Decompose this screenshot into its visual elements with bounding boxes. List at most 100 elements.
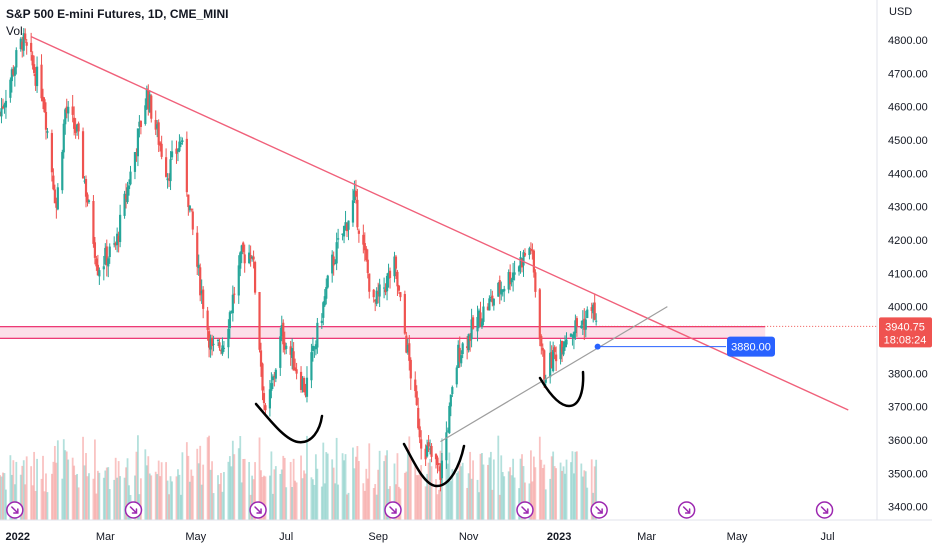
volume-bar xyxy=(73,465,76,520)
volume-indicator-label[interactable]: Vol xyxy=(6,24,23,38)
volume-bar xyxy=(64,450,67,520)
candle-body xyxy=(531,250,534,252)
candle-body xyxy=(394,256,398,269)
candle-body xyxy=(497,282,500,297)
candle-body xyxy=(507,272,510,290)
volume-bars xyxy=(0,435,598,520)
volume-bar xyxy=(522,466,525,520)
candle-body xyxy=(480,321,484,327)
volume-bar xyxy=(135,451,138,520)
volume-bar xyxy=(489,451,492,520)
candle-body xyxy=(188,205,191,211)
candle-body xyxy=(96,264,99,276)
candle-body xyxy=(509,272,512,285)
candle-body xyxy=(385,275,389,292)
event-marker xyxy=(6,501,24,519)
volume-bar xyxy=(414,463,417,520)
volume-bar xyxy=(134,475,136,520)
candle-body xyxy=(555,354,558,362)
candle-body xyxy=(84,179,88,197)
candle-body xyxy=(477,310,481,320)
volume-bar xyxy=(105,467,108,520)
candle-body xyxy=(354,190,358,197)
candle-body xyxy=(357,230,360,234)
event-marker xyxy=(124,501,143,519)
volume-bar xyxy=(363,490,366,520)
volume-bar xyxy=(451,469,454,520)
candle-body xyxy=(580,325,583,329)
volume-bar xyxy=(573,473,575,520)
candle-body xyxy=(15,50,18,68)
symbol-title[interactable]: S&P 500 E-mini Futures, 1D, CME_MINI xyxy=(6,7,229,21)
volume-bar xyxy=(383,461,385,520)
volume-bar xyxy=(574,451,577,520)
volume-bar xyxy=(446,463,449,520)
candle-body xyxy=(455,367,458,385)
event-marker xyxy=(384,501,402,519)
candle-body xyxy=(154,119,157,130)
volume-bar xyxy=(116,477,119,520)
candle-body xyxy=(313,347,316,349)
volume-bar xyxy=(177,469,179,520)
candle-body xyxy=(428,448,432,450)
time-axis[interactable]: 2022 Mar May Jul Sep Nov 2023 Mar May Jul xyxy=(6,531,835,543)
volume-bar xyxy=(157,460,160,520)
price-tick-label: 4300.00 xyxy=(888,202,928,214)
candle-body xyxy=(543,350,546,381)
volume-bar xyxy=(590,459,593,520)
resistance-trendline[interactable] xyxy=(30,36,849,411)
price-axis[interactable]: 3400.003500.003600.003700.003800.003900.… xyxy=(888,35,928,514)
candle-body xyxy=(377,292,380,294)
volume-bar xyxy=(396,453,399,520)
alert-price-label: 3880.00 xyxy=(731,342,771,354)
volume-bar xyxy=(283,457,286,520)
volume-bar xyxy=(313,484,316,520)
volume-bar xyxy=(595,459,598,520)
event-markers[interactable] xyxy=(6,501,834,519)
volume-bar xyxy=(180,494,182,520)
volume-bar xyxy=(230,466,233,520)
candle-body xyxy=(56,187,59,210)
candle-body xyxy=(138,121,141,127)
volume-bar xyxy=(31,485,34,520)
volume-bar xyxy=(274,466,277,520)
volume-bar xyxy=(565,459,568,520)
chart-legend: S&P 500 E-mini Futures, 1D, CME_MINI Vol xyxy=(6,6,229,40)
candle-body xyxy=(285,345,288,349)
candle-body xyxy=(397,285,401,291)
candle-body xyxy=(200,290,203,294)
price-zone-band[interactable] xyxy=(0,326,766,339)
candle-body xyxy=(439,466,442,480)
candle-body xyxy=(264,405,267,411)
candle-body xyxy=(93,242,97,258)
candle-body xyxy=(270,383,273,391)
volume-bar xyxy=(469,451,472,520)
candle-body xyxy=(43,99,46,113)
candle-body xyxy=(280,325,283,337)
alert-anchor[interactable] xyxy=(594,343,601,350)
event-marker xyxy=(815,501,834,519)
candle-body xyxy=(176,150,180,152)
candle-body xyxy=(227,329,230,348)
volume-bar xyxy=(65,451,68,520)
candle-body xyxy=(181,140,184,142)
support-trendline[interactable] xyxy=(440,306,668,443)
hand-drawn-curves[interactable] xyxy=(254,370,585,488)
candle-body xyxy=(351,200,355,223)
volume-bar xyxy=(343,460,345,520)
volume-bar xyxy=(292,458,295,520)
candle-body xyxy=(34,73,37,86)
head-curve xyxy=(402,442,466,488)
candle-body xyxy=(437,463,441,465)
volume-bar xyxy=(264,476,267,520)
volume-bar xyxy=(322,442,325,520)
candle-body xyxy=(208,331,211,348)
price-tick-label: 4200.00 xyxy=(888,235,928,247)
alert-price-badge[interactable]: 3880.00 xyxy=(727,336,775,357)
volume-bar xyxy=(147,456,150,520)
time-tick-label: Nov xyxy=(459,531,479,543)
candle-body xyxy=(104,247,107,265)
candle-body xyxy=(372,289,375,298)
candle-body xyxy=(393,256,396,277)
